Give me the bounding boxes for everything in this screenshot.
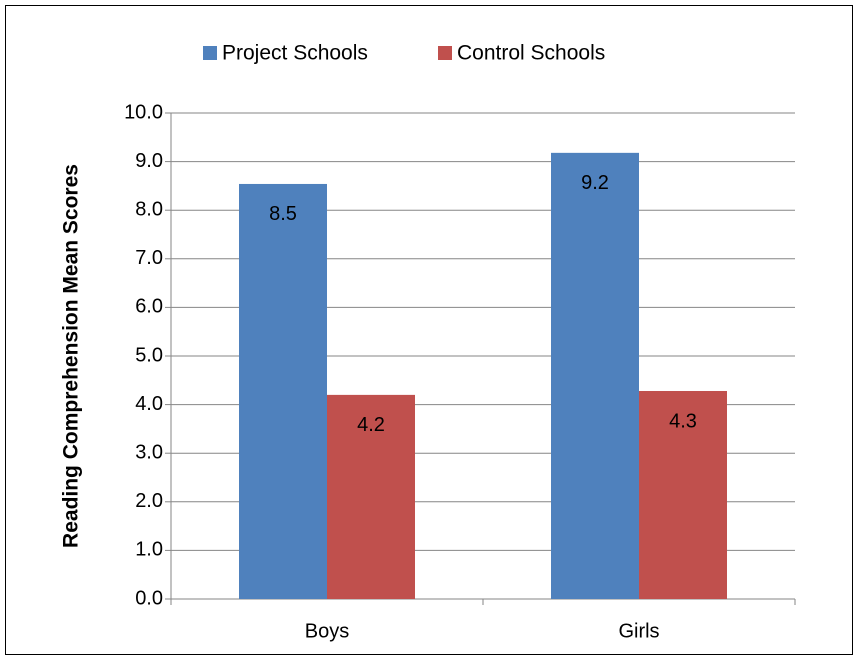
y-tick-label: 5.0 <box>135 344 163 366</box>
y-tick-label: 9.0 <box>135 150 163 172</box>
bar <box>239 183 327 599</box>
data-label: 9.2 <box>581 172 609 194</box>
x-tick-label: Boys <box>305 620 349 642</box>
y-tick-label: 0.0 <box>135 587 163 609</box>
y-tick-label: 8.0 <box>135 198 163 220</box>
y-tick-label: 6.0 <box>135 296 163 318</box>
chart-border <box>5 5 853 655</box>
y-tick-label: 10.0 <box>124 101 163 123</box>
y-tick-label: 4.0 <box>135 393 163 415</box>
y-tick-label: 1.0 <box>135 539 163 561</box>
legend-label: Control Schools <box>457 42 605 65</box>
legend-label: Project Schools <box>222 42 368 65</box>
bar <box>327 394 415 599</box>
y-tick-label: 7.0 <box>135 247 163 269</box>
data-label: 4.2 <box>357 414 385 436</box>
x-tick-label: Girls <box>618 620 659 642</box>
data-label: 4.3 <box>669 410 697 432</box>
bar <box>551 152 639 600</box>
y-tick-label: 2.0 <box>135 490 163 512</box>
y-axis-label: Reading Comprehension Mean Scores <box>60 164 83 548</box>
data-label: 8.5 <box>269 203 297 225</box>
y-tick-label: 3.0 <box>135 441 163 463</box>
bar <box>639 390 727 599</box>
legend-swatch <box>203 46 217 60</box>
legend-swatch <box>438 46 452 60</box>
